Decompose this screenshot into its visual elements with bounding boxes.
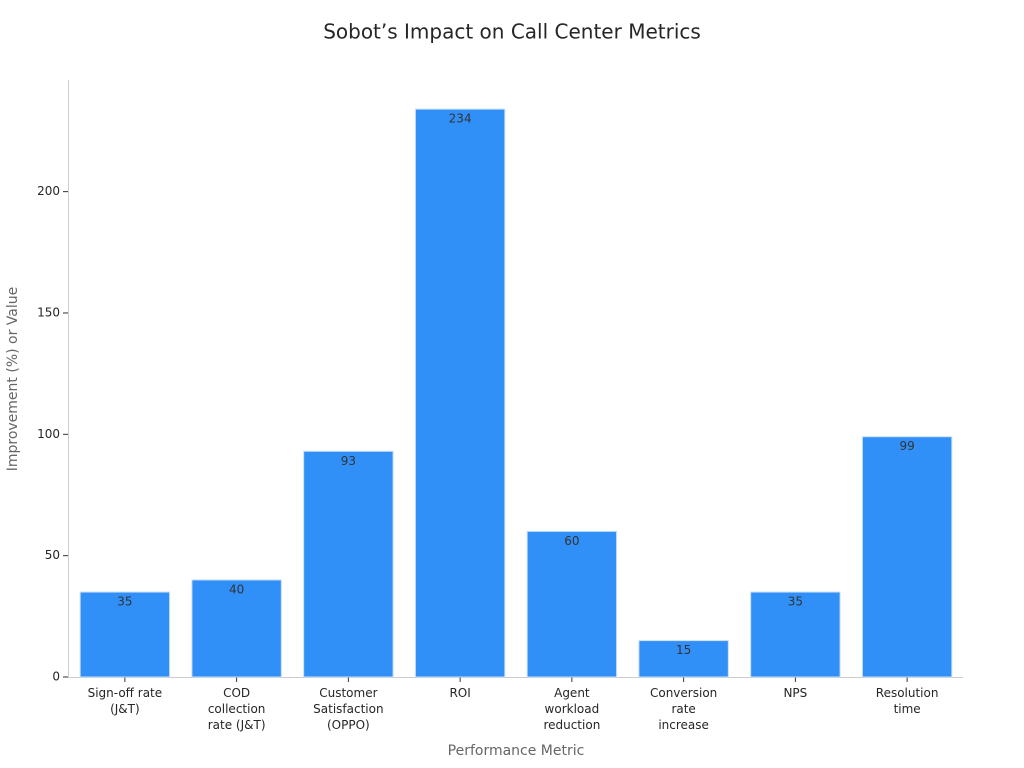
bar	[79, 591, 171, 678]
bar	[750, 591, 841, 678]
bar	[861, 436, 953, 678]
y-tick-label: 150	[37, 305, 60, 319]
bar	[414, 108, 506, 678]
bar	[638, 640, 729, 678]
x-tick-label: ROI	[449, 686, 471, 700]
value-label: 40	[229, 582, 244, 596]
y-tick-label: 100	[37, 427, 60, 441]
y-tick-label: 50	[45, 548, 60, 562]
x-tick-label: Resolution time	[875, 686, 939, 716]
x-tick-label: Agent workload reduction	[543, 686, 601, 732]
x-axis-label: Performance Metric	[448, 743, 585, 759]
value-label: 99	[899, 439, 914, 453]
x-tick-label: Sign-off rate (J&T)	[87, 686, 163, 716]
x-tick-label: NPS	[783, 686, 808, 700]
y-axis-label: Improvement (%) or Value	[5, 287, 21, 472]
value-label: 234	[449, 112, 472, 126]
value-label: 35	[117, 595, 132, 609]
value-label: 93	[341, 454, 356, 468]
value-label: 35	[788, 595, 803, 609]
x-tick-label: COD collection rate (J&T)	[207, 686, 266, 732]
value-label: 60	[564, 534, 579, 548]
bar	[303, 450, 394, 678]
chart-title: Sobot’s Impact on Call Center Metrics	[323, 20, 701, 44]
y-tick-label: 0	[52, 670, 60, 684]
bar	[526, 530, 618, 678]
x-tick-label: Customer Satisfaction (OPPO)	[313, 686, 384, 732]
value-label: 15	[676, 643, 691, 657]
y-tick-label: 200	[37, 184, 60, 198]
x-tick-label: Conversion rate increase	[649, 686, 718, 732]
bar	[191, 579, 282, 678]
